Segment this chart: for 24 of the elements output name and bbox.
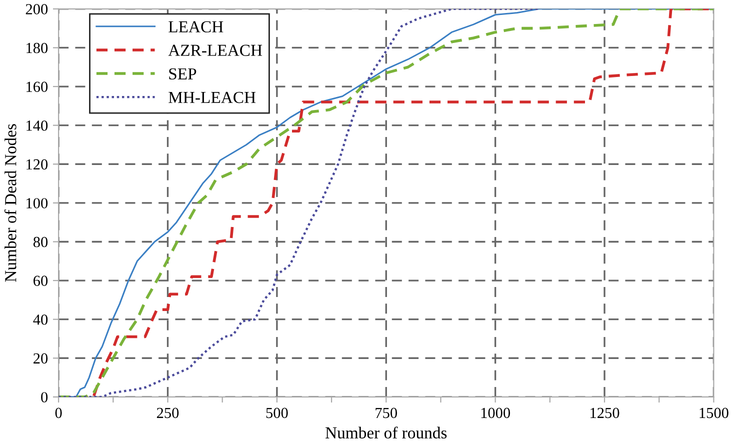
y-tick-label: 60	[34, 276, 48, 286]
legend-label: LEACH	[168, 21, 224, 32]
y-tick-label: 180	[26, 42, 48, 54]
x-tick-label: 0	[55, 408, 62, 418]
y-tick-label: 120	[26, 159, 48, 170]
x-tick-label: 750	[376, 408, 398, 418]
y-tick-label: 0	[41, 392, 48, 402]
x-axis-title: Number of rounds	[326, 426, 447, 438]
legend-label: SEP	[169, 68, 196, 80]
x-tick-label: 1250	[590, 408, 620, 418]
y-tick-label: 140	[26, 120, 48, 131]
y-tick-label: 100	[26, 198, 48, 208]
y-tick-label: 20	[34, 353, 48, 364]
y-tick-label: 40	[33, 314, 48, 325]
x-tick-label: 1000	[481, 408, 510, 418]
y-tick-label: 80	[33, 236, 48, 248]
x-tick-label: 1500	[700, 408, 728, 418]
y-axis-title: Number of Dead Nodes	[4, 124, 16, 282]
x-tick-label: 250	[156, 408, 179, 418]
legend-label: AZR-LEACH	[168, 44, 262, 56]
x-tick-label: 500	[266, 408, 288, 418]
legend-label: MH-LEACH	[168, 92, 256, 104]
y-tick-label: 200	[26, 4, 48, 14]
y-tick-label: 160	[26, 82, 48, 92]
